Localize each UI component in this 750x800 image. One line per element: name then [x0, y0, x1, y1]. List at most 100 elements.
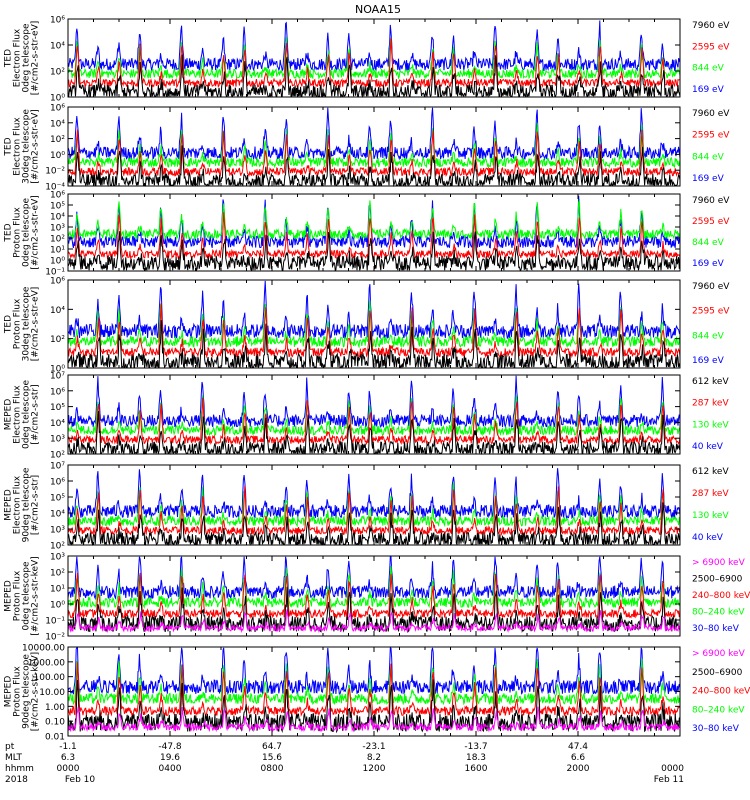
y-axis-label-line: MEPED: [4, 580, 14, 612]
x-tick-label-mlt: 6.6: [571, 753, 586, 763]
series-line-4-4: [67, 280, 681, 340]
x-tick-label-hhmm: 0400: [159, 764, 182, 774]
y-axis-label-line: [#/cm2-s-str-eV]: [31, 287, 41, 362]
legend-entry: 2595 eV: [692, 217, 730, 227]
series-line-5-4: [67, 375, 681, 429]
y-axis-label-line: [#/cm2-s-str-keV]: [31, 556, 41, 635]
y-axis-label-line: Proton Flux: [13, 570, 23, 621]
legend-entry: 40 keV: [692, 442, 724, 452]
series-line-8-4: [67, 658, 681, 706]
legend-entry: 7960 eV: [692, 282, 730, 292]
y-tick-label: 10⁷: [50, 372, 65, 382]
y-tick-label: 10⁴: [50, 119, 65, 129]
x-tick-label-mlt: 18.3: [466, 753, 486, 763]
y-tick-label: 10⁶: [50, 104, 65, 114]
legend-entry: 844 eV: [692, 64, 725, 74]
legend-entry: 7960 eV: [692, 21, 730, 31]
y-axis-label-line: 0deg telescope: [22, 380, 32, 450]
y-tick-label: 10²: [50, 542, 65, 552]
legend-entry: 612 keV: [692, 377, 729, 387]
y-tick-label: 10⁰: [50, 365, 65, 375]
x-tick-label-pt: -47.8: [158, 742, 182, 752]
legend-entry: 169 eV: [692, 85, 725, 95]
y-tick-label: 10⁴: [50, 213, 65, 223]
y-axis-label-line: [#/cm2-s-str-keV]: [31, 652, 41, 731]
y-tick-label: 10⁶: [50, 16, 65, 26]
legend-entry: > 6900 keV: [692, 558, 746, 568]
series-line-7-4: [67, 566, 681, 610]
series-line-2-3: [67, 122, 681, 169]
y-axis-label-line: TED: [4, 315, 14, 334]
legend-entry: 2500–6900: [692, 575, 743, 585]
panel-8: 0.010.101.0010.00100.001000.0010000.00ME…: [4, 644, 750, 743]
panel-2: 10⁻⁴ 10⁻² 10⁰ 10² 10⁴ 10⁶ TEDElectron Flux30de…: [4, 104, 731, 193]
y-axis-label-line: [#/cm2-s-str]: [31, 384, 41, 444]
x-tick-label-hhmm: 0000: [661, 764, 684, 774]
panel-7: 10⁻² 10⁻¹ 10⁰ 10¹ 10² 10³ MEPEDProton Flux0deg…: [4, 553, 750, 643]
series-line-1-2: [67, 38, 681, 89]
y-tick-label: 1.00: [45, 703, 65, 713]
series-line-7-3: [67, 572, 681, 620]
y-tick-label: 10⁻¹: [45, 268, 65, 278]
y-tick-label: 10⁰: [50, 601, 65, 611]
y-tick-label: 10⁻¹: [45, 617, 65, 627]
series-line-2-2: [67, 129, 681, 178]
y-axis-label-line: MEPED: [4, 489, 14, 521]
x-tick-label-hhmm: 1200: [363, 764, 386, 774]
x-tick-label-mlt: 19.6: [160, 753, 180, 763]
legend-entry: 844 eV: [692, 331, 725, 341]
y-axis-label-line: Electron Flux: [13, 28, 23, 87]
y-tick-label: 10³: [50, 553, 65, 563]
x-tick-label-mlt: 8.2: [367, 753, 381, 763]
series-line-6-3: [67, 482, 681, 528]
legend-entry: 287 keV: [692, 489, 729, 499]
legend-entry: 169 eV: [692, 356, 725, 366]
legend-entry: 2595 eV: [692, 42, 730, 52]
legend-entry: 7960 eV: [692, 196, 730, 206]
y-tick-label: 10⁷: [50, 462, 65, 472]
legend-entry: 40 keV: [692, 533, 724, 543]
y-axis-label-line: [#/cm2-s-str]: [31, 475, 41, 535]
y-tick-label: 10⁰: [50, 151, 65, 161]
y-tick-label: 10⁻⁴: [45, 183, 65, 193]
legend-entry: 2595 eV: [692, 131, 730, 141]
series-line-8-1: [67, 706, 681, 733]
x-row-label: MLT: [5, 753, 23, 763]
y-tick-label: 10⁴: [50, 306, 65, 316]
x-tick-label-pt: 64.7: [262, 742, 282, 752]
series-line-5-3: [67, 395, 681, 437]
legend-entry: 7960 eV: [692, 109, 730, 119]
series-line-7-1: [67, 609, 681, 633]
y-tick-label: 10²: [50, 569, 65, 579]
x-tick-label-hhmm: 0800: [261, 764, 284, 774]
y-axis-label-line: 90deg telescope: [22, 654, 32, 729]
y-axis-label-line: MEPED: [4, 399, 14, 431]
y-axis-label-8: MEPEDProton Flux90deg telescope[#/cm2-s-…: [4, 652, 41, 731]
y-axis-label-line: Electron Flux: [13, 385, 23, 444]
x-row-label: hhmm: [5, 764, 34, 774]
series-line-7-5: [67, 556, 681, 600]
y-axis-label-4: TEDProton Flux30deg telescope[#/cm2-s-st…: [4, 286, 41, 361]
y-tick-label: 10⁶: [50, 478, 65, 488]
legend-entry: 844 eV: [692, 238, 725, 248]
legend-entry: 30–80 keV: [692, 624, 740, 634]
chart-title: NOAA15: [355, 3, 401, 16]
x-tick-label-mlt: 6.3: [61, 753, 75, 763]
y-axis-label-line: Proton Flux: [13, 207, 23, 258]
x-tick-label-pt: -13.7: [464, 742, 487, 752]
y-tick-label: 10²: [50, 451, 65, 461]
panel-5: 10² 10³ 10⁴ 10⁵ 10⁶ 10⁷ MEPEDElectron Flux0deg…: [4, 372, 730, 461]
series-line-1-3: [67, 37, 681, 80]
y-axis-label-line: 0deg telescope: [22, 561, 32, 631]
x-tick-label-date: Feb 11: [654, 775, 684, 785]
y-tick-label: 10⁰: [50, 94, 65, 104]
legend-entry: 130 keV: [692, 511, 729, 521]
series-line-4-2: [67, 303, 681, 359]
legend-entry: 80–240 keV: [692, 705, 745, 715]
y-axis-label-3: TEDProton Flux0deg telescope[#/cm2-s-str…: [4, 195, 41, 270]
y-axis-label-line: TED: [4, 137, 14, 156]
y-tick-label: 0.01: [45, 733, 65, 743]
y-axis-label-line: [#/cm2-s-str-eV]: [31, 21, 41, 96]
legend-entry: 130 keV: [692, 420, 729, 430]
x-tick-label-pt: 47.4: [568, 742, 588, 752]
